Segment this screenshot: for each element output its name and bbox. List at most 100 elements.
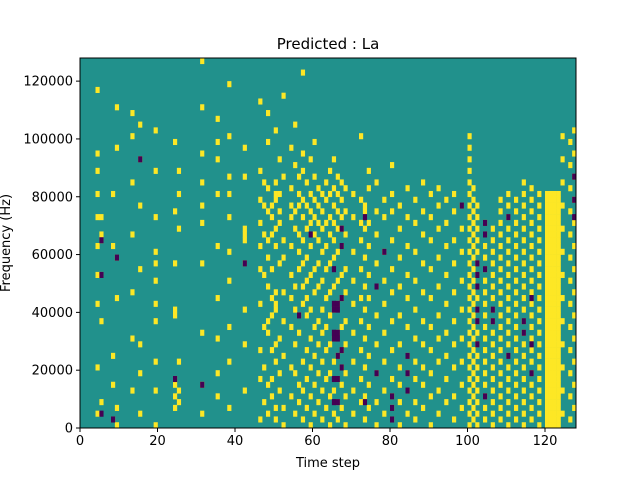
- heatmap-cell-high: [436, 254, 441, 261]
- heatmap-cell-high: [269, 347, 275, 354]
- heatmap-cell-low: [390, 404, 395, 411]
- heatmap-cell-high: [545, 289, 550, 296]
- heatmap-cell-high: [467, 306, 472, 313]
- heatmap-cell-high: [548, 300, 554, 307]
- heatmap-cell-high: [537, 422, 542, 429]
- heatmap-cell-high: [293, 370, 298, 377]
- heatmap-cell-high: [521, 179, 526, 186]
- heatmap-cell-high: [176, 167, 182, 174]
- heatmap-cell-high: [521, 399, 526, 406]
- heatmap-cell-low: [331, 399, 337, 406]
- heatmap-cell-high: [556, 289, 561, 296]
- heatmap-cell-high: [471, 347, 476, 354]
- heatmap-cell-high: [316, 237, 321, 244]
- heatmap-cell-high: [374, 208, 379, 215]
- heatmap-cell-high: [351, 190, 356, 198]
- heatmap-cell-high: [242, 144, 247, 151]
- heatmap-cell-high: [390, 237, 395, 244]
- heatmap-cell-high: [297, 190, 302, 198]
- heatmap-cell-high: [572, 266, 577, 273]
- heatmap-cell-high: [545, 370, 550, 377]
- heatmap-cell-high: [548, 364, 554, 371]
- heatmap-cell-high: [277, 387, 282, 394]
- heatmap-cell-high: [366, 404, 371, 411]
- heatmap-cell-high: [359, 318, 364, 325]
- heatmap-cell-high: [173, 260, 178, 267]
- heatmap-cell-high: [312, 266, 317, 273]
- heatmap-cell-low: [331, 266, 337, 273]
- heatmap-cell-low: [572, 196, 577, 203]
- heatmap-cell-high: [421, 231, 426, 238]
- heatmap-cell-high: [269, 266, 275, 273]
- heatmap-cell-low: [483, 266, 488, 273]
- heatmap-cell-high: [514, 196, 519, 203]
- heatmap-cell-high: [556, 404, 561, 411]
- heatmap-cell-high: [514, 289, 519, 296]
- heatmap-cell-high: [95, 243, 100, 250]
- heatmap-cell-high: [273, 225, 278, 232]
- heatmap-cell-high: [556, 358, 561, 365]
- heatmap-cell-high: [111, 190, 116, 198]
- heatmap-cell-high: [316, 370, 321, 377]
- heatmap-cell-high: [552, 277, 557, 284]
- heatmap-cell-high: [273, 404, 278, 411]
- heatmap-cell-high: [324, 404, 329, 411]
- heatmap-cell-high: [552, 225, 557, 232]
- heatmap-cell-high: [428, 393, 433, 400]
- heatmap-cell-high: [529, 266, 534, 273]
- heatmap-cell-high: [413, 375, 418, 383]
- heatmap-cell-high: [560, 271, 565, 278]
- heatmap-cell-high: [467, 260, 472, 267]
- heatmap-cell-high: [467, 214, 472, 221]
- heatmap-cell-high: [242, 225, 247, 232]
- heatmap-cell-high: [413, 196, 418, 203]
- heatmap-cell-high: [483, 347, 488, 354]
- heatmap-cell-high: [300, 358, 306, 365]
- heatmap-cell-high: [452, 260, 457, 267]
- heatmap-cell-high: [324, 266, 329, 273]
- heatmap-cell-high: [390, 266, 395, 273]
- heatmap-cell-high: [483, 323, 488, 331]
- heatmap-cell-high: [467, 375, 472, 383]
- heatmap-cell-high: [560, 364, 565, 371]
- heatmap-cell-high: [366, 271, 371, 278]
- heatmap-cell-high: [227, 277, 232, 284]
- heatmap-cell-high: [552, 335, 557, 342]
- heatmap-cell-high: [269, 202, 275, 209]
- heatmap-cell-high: [548, 329, 554, 336]
- heatmap-cell-high: [153, 248, 158, 255]
- heatmap-cell-high: [467, 202, 472, 209]
- heatmap-cell-low: [242, 260, 247, 267]
- heatmap-cell-high: [545, 231, 550, 238]
- heatmap-cell-high: [545, 404, 550, 411]
- heatmap-cell-high: [331, 219, 337, 226]
- x-axis: 0 20 40 60 80 100 120: [76, 428, 557, 449]
- heatmap-cell-high: [506, 399, 511, 406]
- heatmap-cell-high: [568, 185, 573, 192]
- heatmap-cell-high: [548, 266, 554, 273]
- heatmap-cell-high: [471, 277, 476, 284]
- heatmap-cell-high: [521, 190, 526, 198]
- heatmap-cell-high: [552, 219, 557, 226]
- heatmap-cell-high: [359, 219, 364, 226]
- heatmap-cell-high: [556, 364, 561, 371]
- heatmap-cell-high: [537, 214, 542, 221]
- heatmap-cell-high: [506, 341, 511, 348]
- heatmap-cell-high: [552, 364, 557, 371]
- heatmap-cell-low: [99, 237, 104, 244]
- heatmap-cell-high: [545, 323, 550, 331]
- heatmap-cell-high: [300, 300, 306, 307]
- heatmap-cell-high: [560, 179, 565, 186]
- heatmap-cell-high: [560, 318, 565, 325]
- y-tick-label: 80000: [32, 190, 73, 205]
- heatmap-cell-high: [471, 416, 476, 423]
- heatmap-cell-high: [556, 283, 561, 290]
- heatmap-cell-high: [556, 416, 561, 423]
- heatmap-cell-high: [382, 214, 387, 221]
- heatmap-cell-high: [552, 387, 557, 394]
- heatmap-cell-high: [521, 237, 526, 244]
- heatmap-cell-high: [297, 202, 302, 209]
- heatmap-cell-high: [556, 214, 561, 221]
- heatmap-cell-high: [289, 323, 294, 331]
- heatmap-cell-high: [471, 219, 476, 226]
